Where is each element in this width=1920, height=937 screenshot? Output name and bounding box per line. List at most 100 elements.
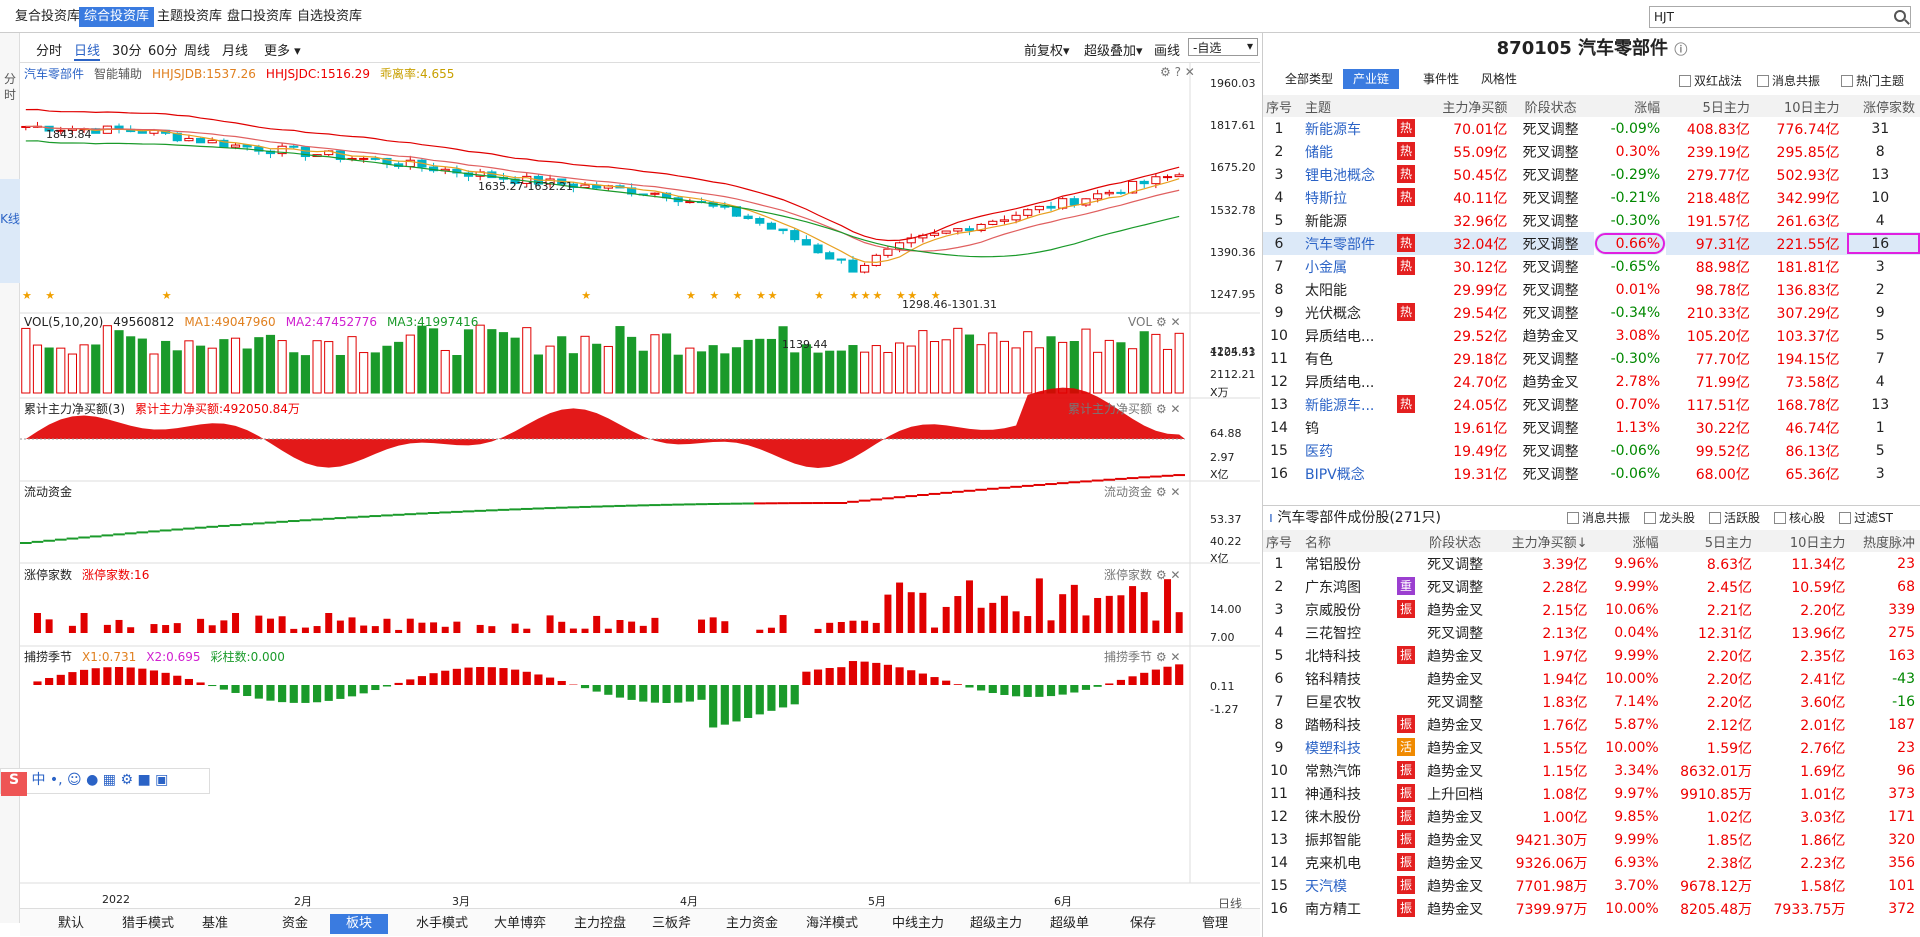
- bottom-tab[interactable]: 三板斧: [652, 916, 692, 931]
- theme-row[interactable]: 4 特斯拉 热 40.11亿 死叉调整 -0.21% 218.48亿 342.99亿 10: [1263, 186, 1920, 209]
- stock-col-header[interactable]: 主力净买额↓: [1495, 530, 1594, 552]
- bottom-tab[interactable]: 默认: [58, 916, 85, 931]
- period-30[interactable]: 30分: [112, 44, 142, 59]
- theme-name-cell[interactable]: 新能源车... 热: [1301, 393, 1421, 416]
- theme-name[interactable]: 储能: [1305, 144, 1333, 161]
- theme-name[interactable]: 汽车零部件: [1305, 236, 1375, 253]
- theme-name-cell[interactable]: 特斯拉 热: [1301, 186, 1421, 209]
- theme-name[interactable]: 太阳能: [1305, 282, 1347, 299]
- ime-toolbar[interactable]: S 中 •, ☺ ● ▦ ⚙ ■ ▣: [0, 768, 210, 796]
- bottom-tab[interactable]: 大单博弈: [494, 916, 547, 931]
- stock-row[interactable]: 7 巨星农牧 死叉调整 1.83亿 7.14% 2.20亿 3.60亿 -16: [1263, 690, 1920, 713]
- bottom-tab[interactable]: 板块: [330, 914, 389, 934]
- stock-name-cell[interactable]: 北特科技 振: [1301, 644, 1421, 667]
- theme-row[interactable]: 12 异质结电... 24.70亿 趋势金叉 2.78% 71.99亿 73.58亿 4: [1263, 370, 1920, 393]
- theme-name[interactable]: 锂电池概念: [1305, 167, 1375, 184]
- theme-name-cell[interactable]: 储能 热: [1301, 140, 1421, 163]
- tab-all-types[interactable]: 全部类型: [1285, 72, 1334, 86]
- theme-name[interactable]: 光伏概念: [1305, 305, 1361, 322]
- catch-controls[interactable]: 捕捞季节 ⚙ ✕: [1104, 650, 1181, 664]
- stock-row[interactable]: 1 常铝股份 死叉调整 3.39亿 9.96% 8.63亿 11.34亿 23: [1263, 552, 1920, 575]
- stock-name[interactable]: 北特科技: [1305, 648, 1361, 665]
- bottom-tab[interactable]: 保存: [1130, 916, 1157, 931]
- main-panel-controls[interactable]: ⚙ ? ✕: [1160, 65, 1195, 79]
- theme-name[interactable]: 异质结电...: [1305, 374, 1375, 391]
- bottom-tab[interactable]: 超级主力: [970, 916, 1023, 931]
- theme-name-cell[interactable]: 光伏概念 热: [1301, 301, 1421, 324]
- stock-name-cell[interactable]: 克来机电 振: [1301, 851, 1421, 874]
- stock-name[interactable]: 模塑科技: [1305, 740, 1361, 757]
- stock-col-header[interactable]: 名称: [1301, 530, 1421, 552]
- theme-name[interactable]: 小金属: [1305, 259, 1347, 276]
- info-icon[interactable]: ⓘ: [1674, 43, 1688, 58]
- theme-row[interactable]: 10 异质结电... 29.52亿 趋势金叉 3.08% 105.20亿 103.37亿 5: [1263, 324, 1920, 347]
- stock-name-cell[interactable]: 常熟汽饰 振: [1301, 759, 1421, 782]
- zixuan-select[interactable]: -自选 ▾: [1188, 38, 1258, 56]
- search-icon[interactable]: [1894, 10, 1906, 22]
- theme-name[interactable]: 有色: [1305, 351, 1333, 368]
- theme-row[interactable]: 13 新能源车... 热 24.05亿 死叉调整 0.70% 117.51亿 168.78亿 1…: [1263, 393, 1920, 416]
- bottom-tab[interactable]: 资金: [282, 916, 309, 931]
- theme-row[interactable]: 3 锂电池概念 热 50.45亿 死叉调整 -0.29% 279.77亿 502.93亿 13: [1263, 163, 1920, 186]
- tab-zixuan[interactable]: 自选投资库: [297, 9, 363, 24]
- stock-name-cell[interactable]: 常铝股份: [1301, 552, 1421, 575]
- stock-name[interactable]: 神通科技: [1305, 786, 1361, 803]
- fuquan-dropdown[interactable]: 前复权▾: [1024, 44, 1070, 59]
- theme-name-cell[interactable]: 锂电池概念 热: [1301, 163, 1421, 186]
- tab-zhuti[interactable]: 主题投资库: [157, 9, 223, 24]
- theme-name-cell[interactable]: 新能源车 热: [1301, 117, 1421, 140]
- main-name[interactable]: 汽车零部件: [24, 67, 85, 81]
- stock-name-cell[interactable]: 三花智控: [1301, 621, 1421, 644]
- stock-name[interactable]: 巨星农牧: [1305, 694, 1361, 711]
- period-fenshi[interactable]: 分时: [36, 44, 63, 59]
- stock-row[interactable]: 8 踏畅科技 振趋势金叉 1.76亿 5.87% 2.12亿 2.01亿 187: [1263, 713, 1920, 736]
- theme-col-header[interactable]: 5日主力: [1666, 95, 1756, 117]
- section-check[interactable]: 过滤ST: [1839, 511, 1893, 525]
- stock-col-header[interactable]: 序号: [1263, 530, 1301, 552]
- bottom-tab[interactable]: 猎手模式: [122, 916, 175, 931]
- theme-name[interactable]: BIPV概念: [1305, 466, 1365, 483]
- theme-col-header[interactable]: 涨停家数: [1845, 95, 1920, 117]
- stock-name[interactable]: 南方精工: [1305, 901, 1361, 918]
- chart-svg[interactable]: ★ ★ ★ ★ ★ ★ ★ ★ ★ ★ ★ ★ ★ ★ ★ ★: [20, 63, 1260, 908]
- check-xiaoxi[interactable]: 消息共振: [1757, 72, 1820, 89]
- theme-row[interactable]: 16 BIPV概念 19.31亿 死叉调整 -0.06% 68.00亿 65.36亿 3: [1263, 462, 1920, 485]
- theme-name-cell[interactable]: 异质结电...: [1301, 324, 1421, 347]
- stock-row[interactable]: 14 克来机电 振趋势金叉 9326.06万 6.93% 2.38亿 2.23亿 356: [1263, 851, 1920, 874]
- stock-row[interactable]: 3 京威股份 振趋势金叉 2.15亿 10.06% 2.21亿 2.20亿 339: [1263, 598, 1920, 621]
- stock-row[interactable]: 10 常熟汽饰 振趋势金叉 1.15亿 3.34% 8632.01万 1.69亿 96: [1263, 759, 1920, 782]
- bottom-tab[interactable]: 超级单: [1050, 916, 1090, 931]
- theme-col-header[interactable]: 涨幅: [1593, 95, 1667, 117]
- stock-name[interactable]: 振邦智能: [1305, 832, 1361, 849]
- section-check[interactable]: 核心股: [1774, 511, 1825, 525]
- stock-name-cell[interactable]: 徕木股份 振: [1301, 805, 1421, 828]
- tab-event[interactable]: 事件性: [1423, 72, 1460, 86]
- stock-name-cell[interactable]: 模塑科技 活: [1301, 736, 1421, 759]
- rail-fenshi[interactable]: 分时: [3, 72, 16, 102]
- stock-name[interactable]: 京威股份: [1305, 602, 1361, 619]
- theme-name-cell[interactable]: 有色: [1301, 347, 1421, 370]
- theme-name[interactable]: 新能源车: [1305, 121, 1361, 138]
- stock-row[interactable]: 11 神通科技 振上升回档 1.08亿 9.97% 9910.85万 1.01亿 373: [1263, 782, 1920, 805]
- stock-col-header[interactable]: 涨幅: [1593, 530, 1665, 552]
- stock-name-cell[interactable]: 神通科技 振: [1301, 782, 1421, 805]
- stock-col-header[interactable]: 10日主力: [1758, 530, 1852, 552]
- theme-name-cell[interactable]: BIPV概念: [1301, 462, 1421, 485]
- limit-controls[interactable]: 涨停家数 ⚙ ✕: [1104, 568, 1181, 582]
- tab-style[interactable]: 风格性: [1481, 72, 1518, 86]
- theme-row[interactable]: 15 医药 19.49亿 死叉调整 -0.06% 99.52亿 86.13亿 5: [1263, 439, 1920, 462]
- theme-row[interactable]: 6 汽车零部件 热 32.04亿 死叉调整 0.66% 97.31亿 221.55亿 16: [1263, 232, 1920, 255]
- theme-name[interactable]: 异质结电...: [1305, 328, 1375, 345]
- theme-name-cell[interactable]: 太阳能: [1301, 278, 1421, 301]
- theme-name-cell[interactable]: 异质结电...: [1301, 370, 1421, 393]
- stock-name-cell[interactable]: 天汽模 振: [1301, 874, 1421, 897]
- rail-kxian[interactable]: K线: [0, 179, 20, 283]
- bottom-tab[interactable]: 水手模式: [416, 916, 469, 931]
- tab-chain[interactable]: 产业链: [1343, 69, 1400, 89]
- search-input[interactable]: HJT: [1649, 6, 1911, 28]
- period-yue[interactable]: 月线: [222, 44, 249, 59]
- theme-row[interactable]: 2 储能 热 55.09亿 死叉调整 0.30% 239.19亿 295.85亿 8: [1263, 140, 1920, 163]
- stock-row[interactable]: 5 北特科技 振趋势金叉 1.97亿 9.99% 2.20亿 2.35亿 163: [1263, 644, 1920, 667]
- stock-col-header[interactable]: 5日主力: [1664, 530, 1759, 552]
- theme-name-cell[interactable]: 钨: [1301, 416, 1421, 439]
